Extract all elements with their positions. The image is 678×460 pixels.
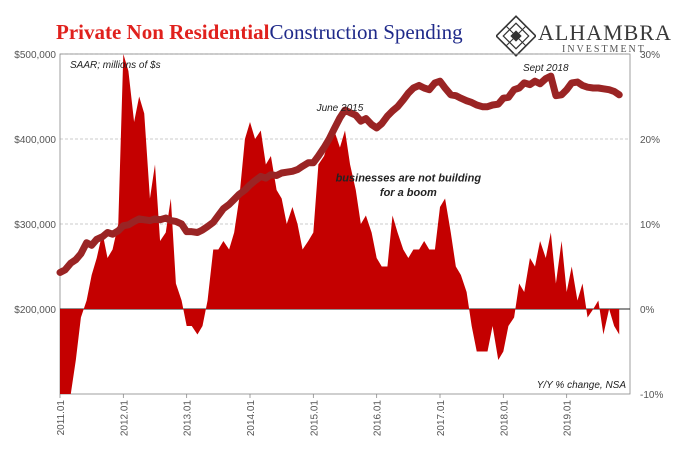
left-tick-label: $200,000 [14,305,56,316]
left-tick-label: $300,000 [14,220,56,231]
annotation-text: for a boom [380,187,437,199]
title-blue-part: Construction Spending [269,20,463,44]
right-axis-label: Y/Y % change, NSA [537,380,627,391]
right-tick-label: 10% [640,220,660,231]
diamond-logo-icon [495,15,537,57]
x-tick-label: 2016.01 [373,400,384,437]
annotation-text: June 2015 [316,103,364,114]
right-tick-label: 30% [640,50,660,61]
left-axis-label: SAAR; millions of $s [70,60,161,71]
left-axis: $500,000 $400,000 $300,000 $200,000 [14,50,56,316]
x-tick-label: 2011.01 [56,400,67,436]
chart-title: Private Non ResidentialConstruction Spen… [56,20,463,45]
x-tick-label: 2018.01 [499,400,510,437]
x-tick-label: 2015.01 [309,400,320,437]
x-tick-label: 2012.01 [119,400,130,437]
logo-name: ALHAMBRA [538,20,672,45]
right-tick-label: 0% [640,305,655,316]
logo-subtitle: INVESTMENT [562,44,646,55]
yoy-change-area [60,54,620,394]
title-red-part: Private Non Residential [56,20,270,44]
x-axis: 2011.01 2012.01 2013.01 2014.01 2015.01 2016.… [56,394,574,436]
plot-area [59,53,631,395]
level-line [56,72,623,276]
left-tick-label: $400,000 [14,135,56,146]
right-tick-label: 20% [640,135,660,146]
right-tick-label: -10% [640,390,663,401]
left-tick-label: $500,000 [14,50,56,61]
x-tick-label: 2017.01 [436,400,447,437]
x-tick-label: 2013.01 [183,400,194,437]
annotation-text: Sept 2018 [523,63,569,74]
right-axis: 30% 20% 10% 0% -10% [640,50,663,401]
annotations: June 2015 Sept 2018 businesses are not bui… [316,63,569,199]
x-tick-label: 2019.01 [563,400,574,437]
x-tick-label: 2014.01 [246,400,257,437]
annotation-text: businesses are not building [336,173,482,185]
alhambra-logo: ALHAMBRA INVESTMENT [495,14,676,60]
